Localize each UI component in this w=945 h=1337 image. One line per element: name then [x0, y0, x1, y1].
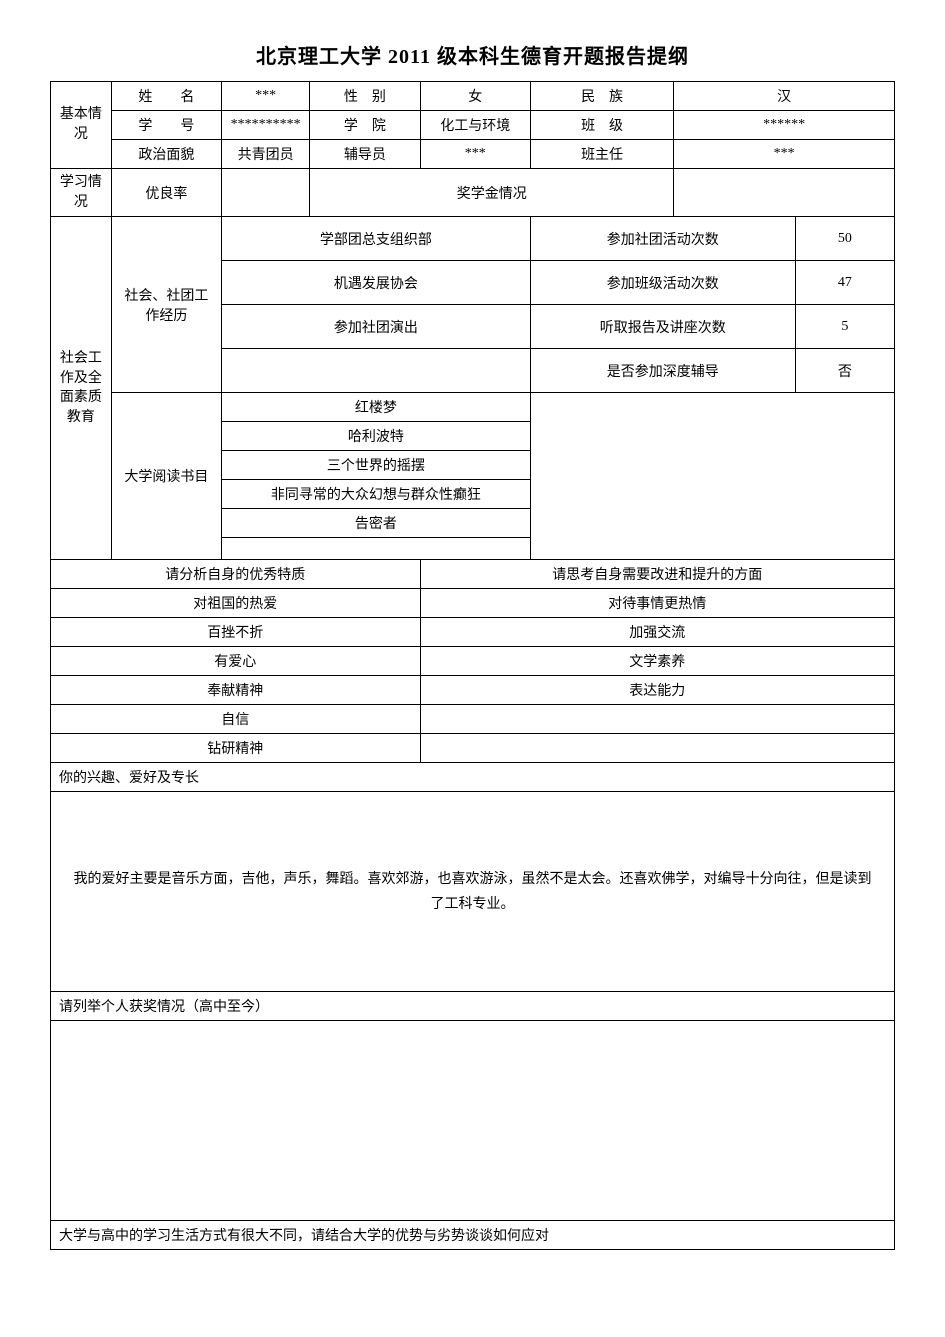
exp4-count: 否	[795, 349, 894, 393]
counselor-label: 辅导员	[310, 140, 420, 169]
strength-2: 百挫不折	[51, 618, 421, 647]
reading-empty	[530, 393, 894, 560]
strength-3: 有爱心	[51, 647, 421, 676]
ethnicity-label: 民 族	[530, 82, 673, 111]
class-value: ******	[674, 111, 895, 140]
ethnicity-value: 汉	[674, 82, 895, 111]
section-study: 学习情况	[51, 169, 112, 217]
name-value: ***	[221, 82, 309, 111]
report-table: 基本情况 姓 名 *** 性 别 女 民 族 汉 学 号 ********** …	[50, 81, 895, 1250]
improve-6	[420, 734, 894, 763]
strength-4: 奉献精神	[51, 676, 421, 705]
strength-5: 自信	[51, 705, 421, 734]
gender-label: 性 别	[310, 82, 420, 111]
awards-header: 请列举个人获奖情况（高中至今）	[51, 992, 895, 1021]
section-social: 社会工作及全面素质教育	[51, 217, 112, 560]
improve-1: 对待事情更热情	[420, 589, 894, 618]
book2: 哈利波特	[221, 422, 530, 451]
class-label: 班 级	[530, 111, 673, 140]
headteacher-label: 班主任	[530, 140, 673, 169]
exp2-count: 47	[795, 261, 894, 305]
exp3-count-label: 听取报告及讲座次数	[530, 305, 795, 349]
exp4-count-label: 是否参加深度辅导	[530, 349, 795, 393]
book1: 红楼梦	[221, 393, 530, 422]
name-label: 姓 名	[111, 82, 221, 111]
student-id-value: **********	[221, 111, 309, 140]
exp1-count-label: 参加社团活动次数	[530, 217, 795, 261]
experience-label: 社会、社团工作经历	[111, 217, 221, 393]
exp3: 参加社团演出	[221, 305, 530, 349]
strength-6: 钻研精神	[51, 734, 421, 763]
gender-value: 女	[420, 82, 530, 111]
student-id-label: 学 号	[111, 111, 221, 140]
improve-4: 表达能力	[420, 676, 894, 705]
headteacher-value: ***	[674, 140, 895, 169]
scholarship-value	[674, 169, 895, 217]
scholarship-label: 奖学金情况	[310, 169, 674, 217]
awards-content	[51, 1021, 895, 1221]
page-title: 北京理工大学 2011 级本科生德育开题报告提纲	[50, 40, 895, 69]
political-label: 政治面貌	[111, 140, 221, 169]
excellence-label: 优良率	[111, 169, 221, 217]
improve-3: 文学素养	[420, 647, 894, 676]
exp1-count: 50	[795, 217, 894, 261]
excellence-value	[221, 169, 309, 217]
exp3-count: 5	[795, 305, 894, 349]
reflection-header: 大学与高中的学习生活方式有很大不同，请结合大学的优势与劣势谈谈如何应对	[51, 1221, 895, 1250]
political-value: 共青团员	[221, 140, 309, 169]
interests-header: 你的兴趣、爱好及专长	[51, 763, 895, 792]
improve-2: 加强交流	[420, 618, 894, 647]
book5: 告密者	[221, 509, 530, 538]
book6	[221, 538, 530, 560]
exp2-count-label: 参加班级活动次数	[530, 261, 795, 305]
counselor-value: ***	[420, 140, 530, 169]
exp4	[221, 349, 530, 393]
college-value: 化工与环境	[420, 111, 530, 140]
book3: 三个世界的摇摆	[221, 451, 530, 480]
college-label: 学 院	[310, 111, 420, 140]
strengths-header: 请分析自身的优秀特质	[51, 560, 421, 589]
book4: 非同寻常的大众幻想与群众性癫狂	[221, 480, 530, 509]
section-basic: 基本情况	[51, 82, 112, 169]
exp2: 机遇发展协会	[221, 261, 530, 305]
improve-header: 请思考自身需要改进和提升的方面	[420, 560, 894, 589]
exp1: 学部团总支组织部	[221, 217, 530, 261]
reading-label: 大学阅读书目	[111, 393, 221, 560]
interests-content: 我的爱好主要是音乐方面，吉他，声乐，舞蹈。喜欢郊游，也喜欢游泳，虽然不是太会。还…	[51, 792, 895, 992]
strength-1: 对祖国的热爱	[51, 589, 421, 618]
improve-5	[420, 705, 894, 734]
